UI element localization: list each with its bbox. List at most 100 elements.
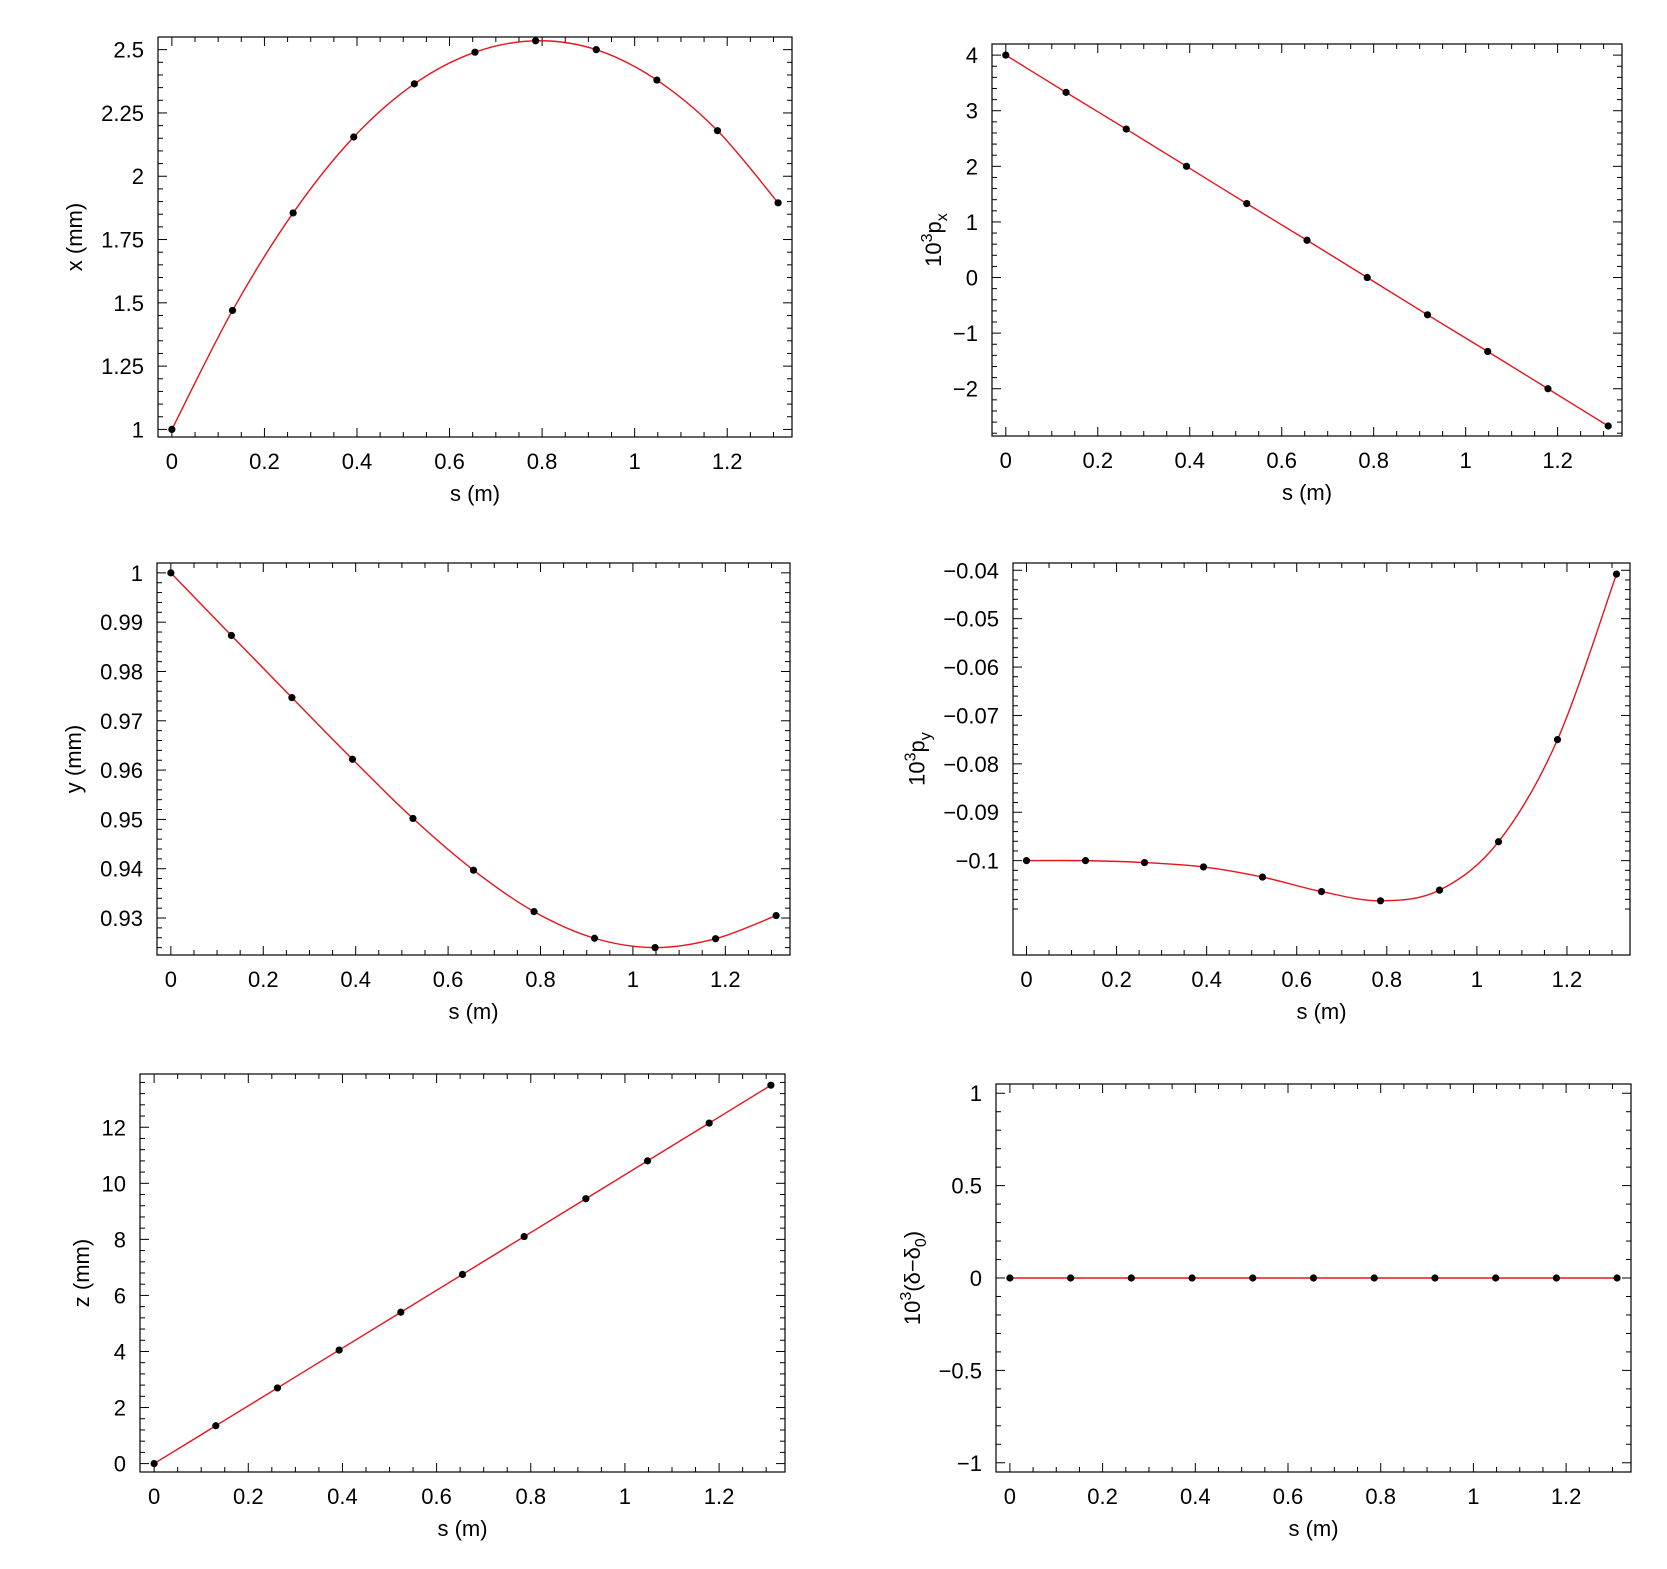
y-tick-label: 1	[966, 210, 978, 235]
data-point	[1612, 570, 1621, 578]
data-point	[592, 46, 600, 54]
data-point	[1249, 1274, 1257, 1282]
data-point	[1544, 385, 1552, 393]
chart-panel-6: 0 0.2 0.4 0.6 0.8 1 1.2 −1 −0.5 0 0.5 1 s (m) 103(δ−δ…	[898, 1081, 1632, 1541]
data-point	[1127, 1274, 1135, 1282]
x-tick-label: 0.4	[1191, 967, 1222, 992]
y-axis-title: y (mm)	[61, 725, 86, 793]
data-point	[1006, 1274, 1014, 1282]
data-point	[1604, 422, 1612, 430]
y-axis-title: 103(δ−δ0)	[898, 1231, 930, 1325]
y-tick-label: 10	[102, 1171, 126, 1196]
y-tick-label: 1	[131, 561, 143, 586]
data-point	[1492, 1274, 1500, 1282]
plot-frame	[156, 562, 791, 956]
x-tick-label: 1.2	[1551, 1484, 1582, 1509]
data-point	[1022, 857, 1031, 865]
x-tick-label: 0.8	[515, 1484, 546, 1509]
x-tick-label: 1.2	[704, 1484, 735, 1509]
data-point	[228, 306, 237, 315]
data-point	[1188, 1274, 1196, 1282]
x-tick-label: 0.2	[1087, 1484, 1118, 1509]
y-tick-label: −0.04	[943, 558, 999, 583]
x-tick-label: 0.2	[249, 449, 280, 474]
data-point	[348, 755, 357, 763]
y-tick-label: 0.95	[100, 807, 143, 832]
y-tick-label: −0.08	[943, 752, 999, 777]
data-point	[1423, 311, 1432, 319]
y-tick-label: −0.09	[943, 800, 999, 825]
x-tick-label: 0.4	[1180, 1484, 1211, 1509]
y-tick-label: −0.1	[956, 849, 999, 874]
data-point	[1363, 273, 1371, 282]
x-tick-label: 0	[165, 967, 177, 992]
y-tick-label: 2	[132, 164, 144, 189]
chart-panel-5: 0 0.2 0.4 0.6 0.8 1 1.2 0 2 4 6 8 10 12 s (m) z (mm)	[69, 1073, 786, 1541]
data-point	[1067, 1274, 1075, 1282]
data-point	[653, 76, 661, 84]
y-axis-title: 103px	[919, 213, 951, 267]
y-axis-title: x (mm)	[62, 203, 87, 271]
data-point	[1122, 125, 1130, 133]
y-tick-label: 1.75	[101, 228, 144, 253]
chart-panel-1: 0 0.2 0.4 0.6 0.8 1 1.2 1 1.25 1.5 1.75 2 2.25 2.5 s (…	[62, 36, 793, 506]
data-point	[458, 1270, 467, 1278]
y-tick-label: 4	[114, 1339, 126, 1364]
y-tick-label: 2.5	[113, 38, 144, 63]
x-tick-label: 1	[1460, 448, 1472, 473]
y-tick-label: 0.94	[100, 857, 143, 882]
data-point	[1140, 858, 1149, 867]
y-tick-label: 0	[114, 1452, 126, 1477]
x-tick-label: 0	[166, 449, 178, 474]
y-tick-label: 3	[966, 99, 978, 124]
x-tick-label: 1	[1467, 1484, 1479, 1509]
series-line	[1026, 573, 1618, 902]
x-tick-label: 0.2	[248, 967, 279, 992]
x-tick-label: 0.4	[342, 449, 373, 474]
data-point	[1317, 888, 1326, 896]
x-tick-label: 0.2	[233, 1484, 264, 1509]
chart-panel-2: 0 0.2 0.4 0.6 0.8 1 1.2 −2 −1 0 1 2 3 4 s (m) 103px	[919, 43, 1623, 505]
x-tick-label: 0.2	[1082, 448, 1113, 473]
data-point	[712, 935, 720, 943]
data-point	[1062, 88, 1070, 96]
x-tick-label: 1.2	[1552, 967, 1583, 992]
data-point	[212, 1422, 220, 1430]
y-tick-label: −0.07	[943, 703, 999, 728]
data-point	[409, 814, 417, 823]
y-tick-label: 1.5	[113, 291, 144, 316]
series-line	[171, 40, 779, 430]
data-point	[1431, 1274, 1439, 1282]
x-tick-label: 0.8	[527, 449, 558, 474]
y-tick-label: 1	[132, 417, 144, 442]
x-axis-title: s (m)	[437, 1516, 487, 1541]
data-point	[1002, 51, 1010, 59]
data-point	[713, 127, 722, 135]
x-tick-label: 0.6	[1273, 1484, 1304, 1509]
x-tick-label: 0.8	[1372, 967, 1403, 992]
data-point	[1370, 1274, 1378, 1282]
data-point	[397, 1308, 405, 1316]
y-tick-label: 8	[114, 1227, 126, 1252]
x-axis-title: s (m)	[1282, 480, 1332, 505]
data-point	[582, 1195, 590, 1203]
x-tick-label: 0.6	[421, 1484, 452, 1509]
data-point	[469, 866, 478, 874]
data-point	[772, 911, 780, 920]
y-tick-label: −1	[957, 1451, 982, 1476]
y-tick-label: 0.96	[100, 758, 143, 783]
y-tick-label: −0.5	[939, 1358, 982, 1383]
x-tick-label: 0	[148, 1484, 160, 1509]
x-tick-label: 1.2	[712, 449, 743, 474]
x-tick-label: 0.6	[434, 449, 465, 474]
data-point	[767, 1081, 775, 1089]
x-tick-label: 0.6	[433, 967, 464, 992]
y-tick-label: 0.93	[100, 906, 143, 931]
data-point	[651, 944, 659, 952]
y-tick-label: 2	[114, 1396, 126, 1421]
chart-panel-3: 0 0.2 0.4 0.6 0.8 1 1.2 0.93 0.94 0.95 0.96 0.97 0.9…	[61, 561, 791, 1024]
x-tick-label: 1	[627, 967, 639, 992]
series-line	[170, 572, 777, 949]
y-tick-label: 12	[102, 1115, 126, 1140]
x-tick-label: 0.4	[1174, 448, 1205, 473]
